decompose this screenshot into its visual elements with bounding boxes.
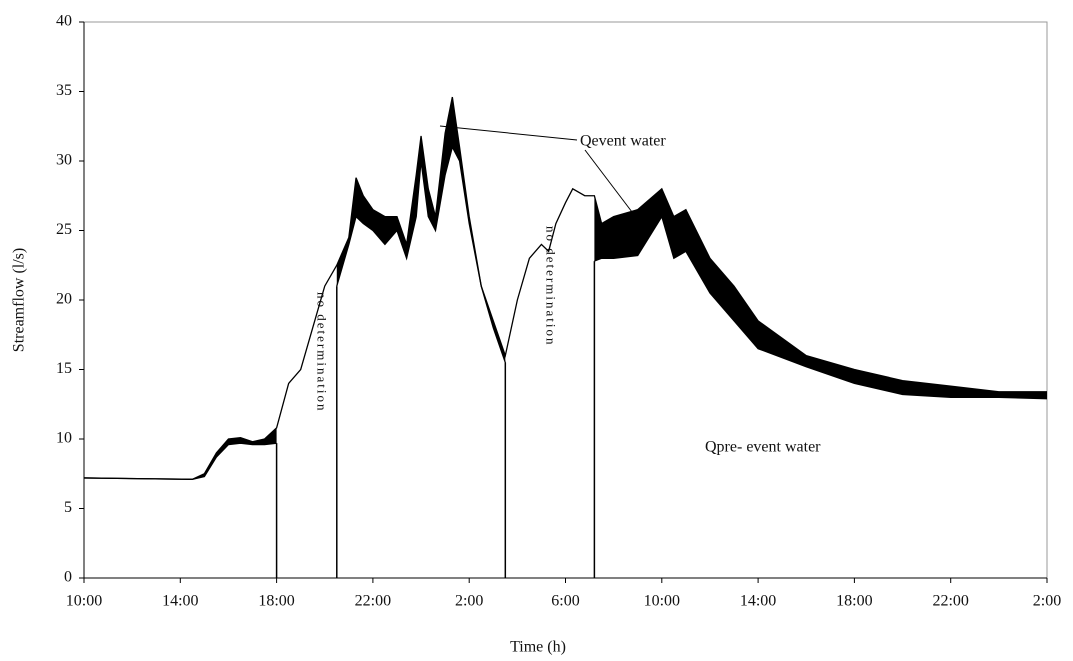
plot-frame xyxy=(83,21,1048,579)
event-water-band xyxy=(336,97,506,363)
x-tick-label: 2:00 xyxy=(455,593,483,610)
annotation: Qevent water xyxy=(580,133,666,150)
leader-line xyxy=(439,125,578,141)
event-water-band xyxy=(594,188,1047,399)
y-tick-label: 5 xyxy=(64,499,72,516)
x-tick-label: 18:00 xyxy=(258,593,294,610)
x-tick-label: 18:00 xyxy=(836,593,872,610)
x-tick-label: 22:00 xyxy=(932,593,968,610)
x-tick-label: 10:00 xyxy=(644,593,680,610)
event-water-band xyxy=(84,427,277,480)
annotation: no determination xyxy=(315,292,330,412)
y-axis-label: Streamflow (l/s) xyxy=(11,248,28,352)
x-tick-label: 6:00 xyxy=(551,593,579,610)
y-tick-label: 35 xyxy=(56,82,72,99)
annotation: no determination xyxy=(544,226,559,346)
x-axis-label: Time (h) xyxy=(510,639,566,656)
y-tick-label: 15 xyxy=(56,360,72,377)
y-tick-label: 30 xyxy=(56,152,72,169)
streamflow-line xyxy=(83,96,1047,480)
x-tick-label: 10:00 xyxy=(66,593,102,610)
streamflow-line xyxy=(83,145,1048,480)
y-tick-label: 25 xyxy=(56,221,72,238)
y-tick-label: 10 xyxy=(56,430,72,447)
x-tick-label: 2:00 xyxy=(1033,593,1061,610)
x-tick-label: 14:00 xyxy=(162,593,198,610)
annotation: Qpre- event water xyxy=(705,439,821,456)
y-tick-label: 0 xyxy=(64,569,72,586)
y-tick-label: 20 xyxy=(56,291,72,308)
x-tick-label: 14:00 xyxy=(740,593,776,610)
leader-line xyxy=(584,149,633,213)
x-tick-label: 22:00 xyxy=(355,593,391,610)
y-tick-label: 40 xyxy=(56,13,72,30)
